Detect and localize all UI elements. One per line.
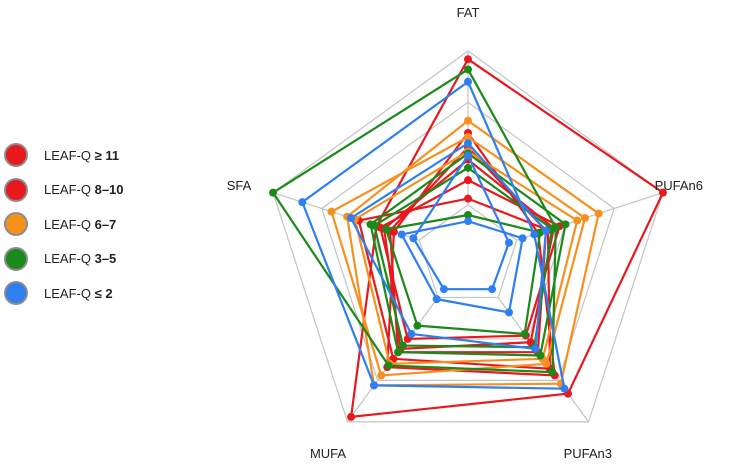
data-point xyxy=(439,285,448,294)
data-point xyxy=(560,384,569,393)
data-point xyxy=(464,133,472,142)
legend: LEAF-Q ≥ 11 LEAF-Q 8–10 LEAF-Q 6–7 LEAF-… xyxy=(4,138,124,311)
axis-label-fat: FAT xyxy=(457,5,480,20)
data-point xyxy=(269,188,278,197)
axis-label-pufan3: PUFAn3 xyxy=(564,446,612,461)
legend-item: LEAF-Q 6–7 xyxy=(4,207,124,242)
data-point xyxy=(298,198,307,207)
series-line xyxy=(385,213,542,336)
data-point xyxy=(370,221,379,230)
data-point xyxy=(488,285,497,294)
data-point xyxy=(504,238,513,247)
series-line xyxy=(369,152,567,357)
data-point xyxy=(377,371,386,380)
data-point xyxy=(464,163,472,172)
data-point xyxy=(407,329,416,338)
data-point xyxy=(518,234,527,243)
series-line xyxy=(349,142,548,350)
legend-swatch xyxy=(4,246,28,271)
data-point xyxy=(347,412,356,421)
series-line xyxy=(379,179,561,341)
data-point xyxy=(464,217,472,226)
axis-label-pufan6: PUFAn6 xyxy=(655,178,703,193)
series xyxy=(298,77,569,393)
data-point xyxy=(561,220,570,229)
series-line xyxy=(301,80,566,390)
legend-item: LEAF-Q ≥ 11 xyxy=(4,138,124,173)
radar-series xyxy=(269,55,667,421)
legend-label: LEAF-Q 8–10 xyxy=(44,182,124,198)
legend-swatch xyxy=(4,143,28,168)
legend-label: LEAF-Q ≤ 2 xyxy=(44,285,113,301)
data-point xyxy=(432,295,441,304)
data-point xyxy=(548,368,557,377)
data-point xyxy=(573,216,582,225)
data-point xyxy=(384,361,393,370)
legend-label: LEAF-Q 3–5 xyxy=(44,251,117,267)
legend-swatch xyxy=(4,281,28,306)
data-point xyxy=(464,65,472,74)
data-point xyxy=(382,225,391,234)
series xyxy=(409,151,513,294)
series-line xyxy=(353,150,579,365)
data-point xyxy=(504,308,513,317)
data-point xyxy=(541,226,550,235)
series xyxy=(370,163,556,352)
data-point xyxy=(347,213,356,222)
data-point xyxy=(464,55,472,64)
data-point xyxy=(531,344,540,353)
series-line xyxy=(271,68,557,374)
data-point xyxy=(520,329,529,338)
data-point xyxy=(658,188,667,197)
legend-label: LEAF-Q 6–7 xyxy=(44,216,117,232)
data-point xyxy=(594,209,603,218)
grid-ring xyxy=(272,50,664,423)
series-line xyxy=(383,158,555,350)
data-point xyxy=(370,381,379,390)
series-line xyxy=(400,220,524,314)
data-point xyxy=(464,176,472,185)
data-point xyxy=(464,77,472,86)
series-line xyxy=(346,119,600,387)
grid-ring xyxy=(321,101,615,381)
legend-item: LEAF-Q ≤ 2 xyxy=(4,276,124,311)
legend-swatch xyxy=(4,212,28,237)
legend-swatch xyxy=(4,177,28,202)
legend-label: LEAF-Q ≥ 11 xyxy=(44,147,120,163)
data-point xyxy=(530,230,539,239)
data-point xyxy=(464,139,472,148)
data-point xyxy=(580,213,589,222)
data-point xyxy=(394,348,403,357)
data-point xyxy=(464,194,472,203)
series xyxy=(397,217,527,317)
axis-labels: FAT PUFAn6 PUFAn3 MUFA SFA xyxy=(227,5,703,461)
axis-label-mufa: MUFA xyxy=(310,446,346,461)
series xyxy=(382,211,545,338)
data-point xyxy=(464,116,472,125)
series-line xyxy=(373,166,553,349)
data-point xyxy=(464,211,472,219)
axis-label-sfa: SFA xyxy=(227,178,252,193)
data-point xyxy=(397,230,406,239)
legend-item: LEAF-Q 3–5 xyxy=(4,242,124,277)
series xyxy=(347,139,550,353)
legend-item: LEAF-Q 8–10 xyxy=(4,173,124,208)
series-line xyxy=(357,197,552,370)
data-point xyxy=(536,351,545,360)
data-point xyxy=(409,234,418,243)
data-point xyxy=(327,207,336,216)
radar-grid xyxy=(272,50,664,423)
data-point xyxy=(464,151,472,160)
series-line xyxy=(412,154,511,291)
data-point xyxy=(398,341,407,350)
data-point xyxy=(413,321,422,330)
